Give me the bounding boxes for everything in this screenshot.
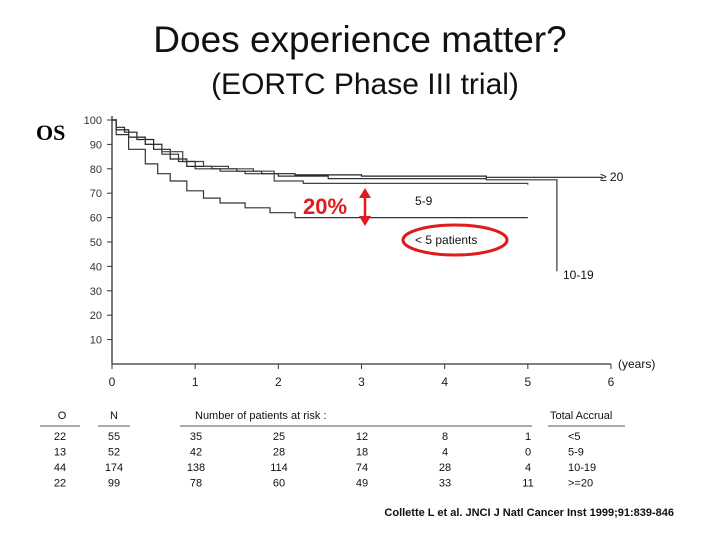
risk-cell-at-risk: 12 [356,431,368,443]
risk-cell-o: 13 [54,447,66,459]
citation: Collette L et al. JNCI J Natl Cancer Ins… [384,507,674,519]
y-tick-label: 50 [90,237,102,249]
risk-cell-n: 55 [108,431,120,443]
risk-cell-at-risk: 60 [273,478,285,490]
risk-cell-n: 174 [105,462,123,474]
x-tick-label: 3 [358,375,365,389]
curve-label-5-9: 5-9 [415,194,433,208]
risk-cell-at-risk: 0 [525,447,531,459]
risk-cell-at-risk: 33 [439,478,451,490]
risk-cell-at-risk: 28 [439,462,451,474]
risk-cell-at-risk: 114 [270,462,288,474]
x-tick-label: 6 [608,375,615,389]
slide-title: Does experience matter? [153,19,567,60]
y-tick-label: 10 [90,335,102,347]
y-tick-label: 90 [90,139,102,151]
risk-cell-n: 99 [108,478,120,490]
risk-cell-at-risk: 8 [442,431,448,443]
survival-curve-lt5 [112,119,528,219]
difference-label: 20% [303,194,347,219]
survival-curve-ge20 [112,119,603,178]
y-axis-label: OS [36,120,66,145]
risk-header-o: O [58,410,67,422]
risk-cell-at-risk: 78 [190,478,202,490]
x-tick-label: 2 [275,375,282,389]
risk-cell-at-risk: 28 [273,447,285,459]
y-tick-label: 70 [90,188,102,200]
y-tick-label: 30 [90,286,102,298]
risk-cell-at-risk: 138 [187,462,205,474]
risk-cell-at-risk: 74 [356,462,368,474]
y-tick-label: 100 [84,115,102,127]
slide-subtitle: (EORTC Phase III trial) [211,68,519,101]
x-axis-unit-label: (years) [618,357,655,371]
curve-label-10-19: 10-19 [563,268,594,282]
risk-cell-at-risk: 18 [356,447,368,459]
risk-header-n: N [110,410,118,422]
difference-arrow-head-up [359,188,371,198]
y-tick-label: 40 [90,261,102,273]
risk-cell-at-risk: 4 [442,447,448,459]
y-tick-label: 80 [90,164,102,176]
risk-cell-at-risk: 42 [190,447,202,459]
x-tick-label: 5 [524,375,531,389]
risk-cell-at-risk: 4 [525,462,531,474]
risk-cell-at-risk: 49 [356,478,368,490]
risk-header-total: Total Accrual [550,410,612,422]
risk-cell-at-risk: 25 [273,431,285,443]
risk-cell-group: <5 [568,431,581,443]
risk-cell-at-risk: 35 [190,431,202,443]
survival-curve-10-19 [112,119,558,272]
risk-cell-o: 22 [54,431,66,443]
risk-header-at-risk: Number of patients at risk : [195,410,326,422]
curve-label-ge20: ≥ 20 [600,170,624,184]
x-tick-label: 1 [192,375,199,389]
risk-cell-group: 5-9 [568,447,584,459]
highlight-ellipse [401,223,509,257]
risk-cell-at-risk: 1 [525,431,531,443]
risk-cell-group: 10-19 [568,462,596,474]
risk-cell-group: >=20 [568,478,593,490]
difference-arrow-head-down [359,216,371,226]
risk-cell-at-risk: 11 [522,478,533,490]
risk-cell-o: 22 [54,478,66,490]
risk-cell-n: 52 [108,447,120,459]
curve-label-lt5: < 5 patients [415,233,477,247]
x-tick-label: 4 [441,375,448,389]
y-tick-label: 60 [90,213,102,225]
risk-cell-o: 44 [54,462,66,474]
x-tick-label: 0 [109,375,116,389]
y-tick-label: 20 [90,310,102,322]
